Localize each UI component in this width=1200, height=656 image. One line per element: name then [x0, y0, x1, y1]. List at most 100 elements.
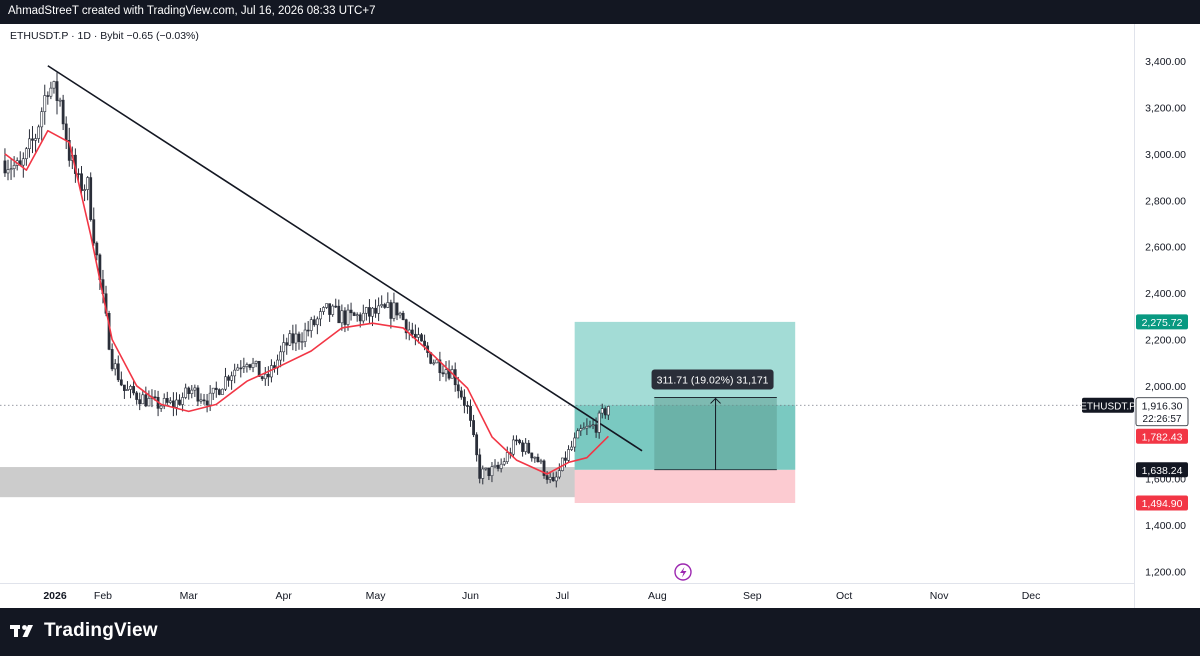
candle	[542, 459, 546, 479]
candle	[9, 158, 13, 180]
candle-body-up	[245, 364, 249, 367]
candle	[28, 129, 31, 158]
candle	[230, 371, 234, 390]
candle-body-down	[337, 305, 341, 324]
candle-body-down	[395, 302, 399, 316]
price-tick-label: 2,000.00	[1145, 381, 1186, 393]
downtrend-line[interactable]	[47, 65, 643, 452]
candle-body-up	[319, 311, 322, 320]
candle	[273, 361, 276, 373]
candle-body-up	[511, 439, 515, 455]
candle	[591, 419, 595, 430]
time-axis[interactable]: 2026 Feb Mar Apr May Jun Jul Aug Sep Oct Nov Dec	[43, 590, 1040, 602]
candle-body-down	[153, 396, 157, 399]
candle	[181, 392, 184, 412]
candle-body-down	[248, 364, 252, 368]
candle	[260, 375, 264, 381]
candle	[43, 84, 47, 125]
bolt-icon[interactable]	[674, 563, 692, 581]
candle-body-up	[184, 387, 188, 398]
candle	[187, 386, 191, 400]
candle	[319, 307, 322, 327]
candle	[499, 458, 503, 473]
candle	[129, 384, 132, 399]
candle-body-up	[230, 375, 234, 381]
candle-body-up	[141, 394, 145, 405]
candle-body-down	[227, 376, 230, 381]
candle	[126, 381, 129, 391]
loss-zone[interactable]	[574, 469, 796, 504]
candle	[196, 385, 200, 407]
candle-body-up	[294, 333, 298, 344]
candle	[217, 388, 221, 396]
moving-average-line[interactable]	[4, 129, 609, 475]
candle	[328, 303, 332, 322]
candle-body-up	[561, 457, 564, 471]
candle-body-up	[567, 449, 570, 461]
price-chart[interactable]: 311.71 (19.02%) 31,171 3,400.00 3,200.00 3…	[0, 24, 1200, 608]
candle	[6, 159, 10, 181]
candle	[138, 392, 142, 411]
candle	[432, 359, 436, 366]
candle	[95, 241, 99, 261]
candle	[490, 462, 494, 483]
top-caption-bar: AhmadStreeT created with TradingView.com…	[0, 0, 1200, 24]
candle-body-down	[438, 359, 442, 374]
candle	[165, 391, 169, 406]
candle	[462, 389, 466, 414]
candle	[193, 384, 197, 397]
candle-body-down	[368, 307, 371, 317]
candle-body-up	[554, 476, 558, 482]
candle	[263, 366, 267, 386]
candle	[257, 360, 261, 377]
candle	[582, 422, 586, 430]
candle	[288, 330, 292, 346]
candle	[34, 133, 37, 153]
candle	[337, 299, 341, 324]
measure-layer: 311.71 (19.02%) 31,171	[651, 369, 777, 471]
candle	[113, 359, 117, 376]
candle-body-up	[282, 342, 286, 353]
candle-body-up	[371, 307, 374, 317]
candle	[178, 394, 181, 406]
candle	[493, 459, 497, 469]
candle	[524, 438, 528, 455]
candle	[395, 302, 399, 321]
candle-body-up	[126, 389, 129, 391]
candle-body-down	[239, 367, 243, 370]
chart-caption: AhmadStreeT created with TradingView.com…	[8, 5, 376, 17]
candle-body-down	[328, 303, 332, 315]
ma-layer	[4, 129, 609, 475]
chart-area[interactable]: 311.71 (19.02%) 31,171 3,400.00 3,200.00 3…	[0, 24, 1200, 608]
time-tick-label: May	[366, 590, 387, 602]
candle-body-up	[570, 446, 573, 450]
candle-body-down	[178, 399, 181, 405]
candle	[119, 371, 123, 387]
candle	[325, 303, 328, 309]
candle	[89, 172, 93, 222]
candle	[141, 390, 145, 405]
candle-body-up	[168, 400, 172, 403]
candle	[24, 147, 28, 166]
candle	[83, 184, 86, 202]
candle-body-up	[43, 95, 47, 112]
candle-body-down	[536, 456, 540, 463]
candle	[352, 311, 356, 317]
ma-price-badge: 1,782.43	[1142, 431, 1183, 443]
candle-body-up	[303, 329, 307, 342]
candle-body-up	[481, 468, 485, 479]
candle	[322, 306, 325, 315]
candle	[438, 351, 442, 382]
trend-layer	[0, 65, 1134, 452]
candle-body-down	[472, 420, 475, 436]
candle-body-down	[420, 334, 423, 342]
candle-body-up	[254, 360, 258, 364]
candle-body-down	[334, 305, 338, 308]
measure-label: 311.71 (19.02%) 31,171	[657, 374, 769, 386]
candle-body-down	[144, 394, 148, 407]
candle-body-up	[606, 406, 610, 416]
candle-body-up	[86, 177, 90, 190]
candle-body-up	[242, 366, 246, 369]
candle	[466, 401, 469, 414]
candle	[355, 312, 359, 322]
